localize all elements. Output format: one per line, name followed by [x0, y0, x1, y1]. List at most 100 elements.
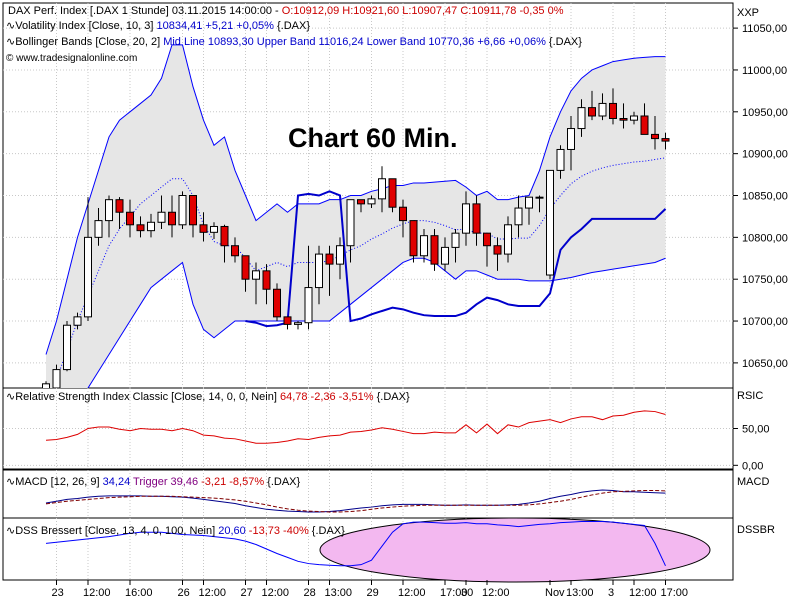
y-axis: 10650,00 10700,00 10750,00 10800,00 10850,00…: [733, 23, 788, 472]
x-tick-label: 23: [52, 587, 64, 599]
candle-down: [430, 235, 439, 265]
header-3-glyph: ∿: [6, 36, 15, 48]
candle-up: [514, 207, 523, 226]
main-ytick-label: 11000,00: [742, 65, 787, 77]
dss-header: ∿DSS Bressert [Close, 13, 4, 0, 100, Nei…: [6, 525, 345, 537]
x-tick-label: 12:00: [482, 587, 510, 599]
candle-down: [409, 220, 418, 257]
macd-axis-label: MACD: [737, 476, 769, 488]
candle-down: [115, 199, 124, 213]
candle-up: [546, 169, 554, 276]
candle-up: [315, 253, 323, 289]
mid-line: [52, 157, 666, 388]
bollinger-bands: [45, 44, 667, 388]
rsi-suffix: {.DAX}: [374, 391, 410, 403]
candle-down: [357, 199, 365, 205]
candle-down: [493, 245, 502, 255]
candle-down: [273, 288, 281, 318]
macd-trigger: Trigger 39,46: [130, 476, 201, 488]
x-tick-label: 12:00: [262, 587, 290, 599]
x-axis: 23 12:00 16:00 26 12:00 27 12:00 28 13:00 29 12:00…: [52, 580, 689, 599]
macd-value: 34,24: [103, 476, 131, 488]
candle-up: [105, 199, 113, 222]
candle-up: [210, 225, 218, 233]
x-tick-label: 17:00: [440, 587, 468, 599]
candle-down: [283, 316, 292, 325]
rsi-label: Relative Strength Index Classic [Close, …: [15, 391, 280, 403]
x-tick-label: 16:00: [125, 587, 153, 599]
candle-up: [294, 322, 302, 325]
dss-label: DSS Bressert [Close, 13, 4, 0, 100, Nein…: [15, 525, 218, 537]
macd-header: ∿MACD [12, 26, 9] 34,24 Trigger 39,46 -3…: [6, 476, 301, 488]
bollinger-value: Mid Line 10893,30 Upper Band 11016,24 Lo…: [163, 36, 546, 48]
candle-up: [577, 107, 586, 130]
trigger-line: [45, 489, 666, 513]
dss-change: -13,73 -40%: [249, 525, 309, 537]
candle-up: [420, 235, 428, 257]
macd-panel: [2, 469, 734, 519]
symbol-info: DAX Perf. Index [.DAX 1 Stunde] 03.11.20…: [8, 5, 282, 17]
macd-plot: [45, 489, 666, 513]
candle-up: [504, 224, 512, 255]
candle-up: [304, 287, 313, 324]
candle-down: [399, 206, 407, 222]
x-tick-label: 12:00: [398, 587, 426, 599]
candle-up: [252, 270, 260, 280]
dss-axis-label: DSSBR: [737, 524, 775, 536]
x-tick-label: Nov: [545, 587, 565, 599]
candle-up: [94, 220, 103, 238]
main-header-3: ∿Bollinger Bands [Close, 20, 2] Mid Line…: [6, 36, 582, 48]
upper-band-line: [45, 44, 666, 355]
macd-glyph: ∿: [6, 476, 15, 488]
band-fill: [46, 44, 666, 388]
rsi-glyph: ∿: [6, 391, 15, 403]
candle-up: [556, 148, 565, 171]
x-tick-label: 13:00: [325, 587, 353, 599]
candle-up: [84, 236, 92, 318]
ohlc-info: O:10912,09 H:10921,60 L:10907,47: [282, 5, 461, 17]
rsi-plot: [45, 410, 666, 444]
candle-down: [168, 211, 176, 226]
candle-up: [346, 199, 355, 247]
macd-change: -3,21 -8,57%: [201, 476, 264, 488]
main-header-2: ∿Volatility Index [Close, 10, 3] 10834,4…: [6, 20, 310, 32]
candle-down: [199, 224, 208, 233]
overlay-title: Chart 60 Min.: [288, 123, 458, 153]
candle-down: [189, 195, 197, 226]
candle-down: [640, 115, 649, 135]
candle-up: [535, 196, 544, 199]
volatility-label: Volatility Index [Close, 10, 3]: [15, 20, 156, 32]
rsi-header: ∿Relative Strength Index Classic [Close,…: [6, 391, 410, 403]
candle-up: [63, 324, 71, 371]
dss-overbought-zone: [319, 517, 711, 583]
candle-down: [231, 245, 239, 257]
close-info: C:10911,78 -0,35 0%: [460, 5, 563, 17]
rsi-panel: [2, 387, 734, 470]
x-tick-label: 29: [367, 587, 379, 599]
rsi-ytick-label: 50,00: [742, 424, 770, 436]
main-ytick-label: 10900,00: [742, 149, 788, 161]
candle-up: [52, 369, 61, 388]
candle-down: [220, 225, 229, 247]
volatility-line: [245, 190, 667, 328]
candle-down: [136, 224, 145, 232]
candle-down: [241, 255, 250, 280]
candle-up: [567, 128, 575, 150]
lower-band-line: [87, 257, 666, 388]
candle-down: [325, 253, 334, 265]
main-ytick-label: 10700,00: [742, 316, 788, 328]
copyright-text: © www.tradesignalonline.com: [6, 53, 137, 64]
macd-label: MACD [12, 26, 9]: [15, 476, 102, 488]
dss-plot: [45, 517, 711, 583]
candle-up: [178, 195, 187, 226]
bollinger-label: Bollinger Bands [Close, 20, 2]: [15, 36, 163, 48]
macd-suffix: {.DAX}: [264, 476, 300, 488]
candle-down: [619, 118, 628, 121]
candlesticks: [42, 88, 670, 388]
candle-down: [388, 178, 397, 208]
dss-value: 20,60: [218, 525, 249, 537]
x-tick-label: 17:00: [661, 587, 689, 599]
candle-down: [661, 138, 670, 142]
candle-up: [367, 198, 376, 205]
